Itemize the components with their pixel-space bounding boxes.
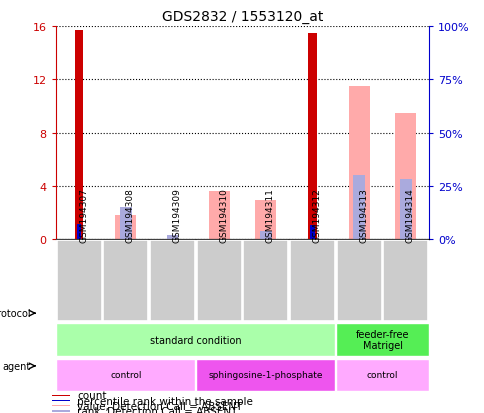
Text: feeder-free
Matrigel: feeder-free Matrigel xyxy=(355,329,408,351)
Bar xyxy=(115,216,136,240)
Text: GSM194310: GSM194310 xyxy=(219,187,227,242)
FancyBboxPatch shape xyxy=(56,323,335,356)
Bar xyxy=(353,176,364,240)
FancyBboxPatch shape xyxy=(196,358,335,391)
Bar xyxy=(208,192,229,240)
Text: value, Detection Call = ABSENT: value, Detection Call = ABSENT xyxy=(77,401,242,411)
Text: control: control xyxy=(110,370,141,379)
Bar xyxy=(255,201,276,240)
Bar xyxy=(166,235,178,240)
Bar xyxy=(308,33,316,240)
Text: GSM194313: GSM194313 xyxy=(359,187,367,242)
Bar xyxy=(75,31,83,240)
Bar xyxy=(399,180,411,240)
Text: GSM194314: GSM194314 xyxy=(405,188,414,242)
Bar xyxy=(51,400,69,401)
Bar xyxy=(259,232,271,240)
FancyBboxPatch shape xyxy=(56,358,195,391)
Bar xyxy=(76,225,81,240)
FancyBboxPatch shape xyxy=(336,240,381,321)
Bar xyxy=(51,405,69,406)
Text: GSM194308: GSM194308 xyxy=(125,187,135,242)
FancyBboxPatch shape xyxy=(335,323,428,356)
Bar xyxy=(394,113,416,240)
FancyBboxPatch shape xyxy=(103,240,148,321)
Text: GSM194312: GSM194312 xyxy=(312,188,321,242)
Text: percentile rank within the sample: percentile rank within the sample xyxy=(77,396,253,406)
Text: count: count xyxy=(77,390,106,401)
Bar xyxy=(51,410,69,412)
Bar xyxy=(310,225,314,240)
Bar xyxy=(348,87,369,240)
Title: GDS2832 / 1553120_at: GDS2832 / 1553120_at xyxy=(162,10,322,24)
FancyBboxPatch shape xyxy=(289,240,334,321)
Bar xyxy=(51,395,69,396)
Text: rank, Detection Call = ABSENT: rank, Detection Call = ABSENT xyxy=(77,406,237,413)
Text: control: control xyxy=(366,370,397,379)
Text: standard condition: standard condition xyxy=(150,335,241,345)
Text: GSM194311: GSM194311 xyxy=(265,187,274,242)
Text: GSM194307: GSM194307 xyxy=(79,187,88,242)
FancyBboxPatch shape xyxy=(57,240,101,321)
FancyBboxPatch shape xyxy=(383,240,427,321)
FancyBboxPatch shape xyxy=(197,240,241,321)
Text: sphingosine-1-phosphate: sphingosine-1-phosphate xyxy=(208,370,322,379)
Text: GSM194309: GSM194309 xyxy=(172,187,181,242)
FancyBboxPatch shape xyxy=(335,358,428,391)
FancyBboxPatch shape xyxy=(243,240,287,321)
Bar xyxy=(120,208,131,240)
Text: agent: agent xyxy=(2,361,30,371)
FancyBboxPatch shape xyxy=(150,240,195,321)
Text: growth protocol: growth protocol xyxy=(0,309,30,318)
